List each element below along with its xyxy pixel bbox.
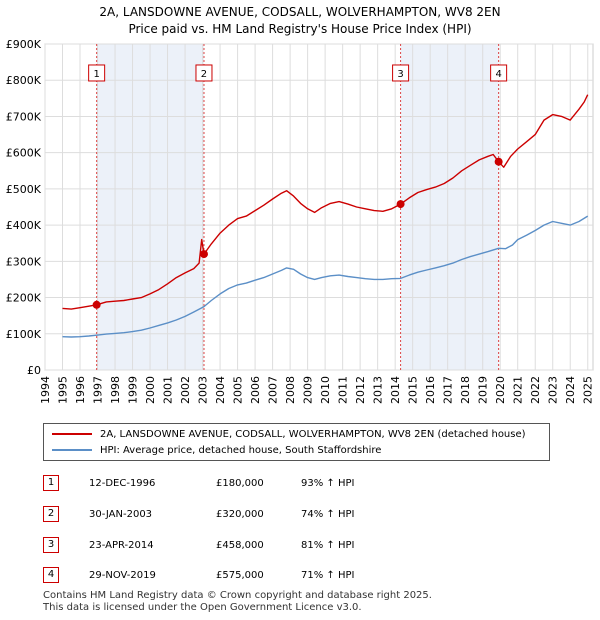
y-tick-label: £600K	[6, 147, 42, 160]
sale-hpi: 71% ↑ HPI	[301, 570, 355, 581]
sale-marker-label: 3	[43, 537, 59, 553]
x-tick-label: 2024	[564, 376, 577, 404]
sale-marker-label: 2	[43, 506, 59, 522]
x-tick-label: 2002	[179, 376, 192, 404]
sale-point	[199, 250, 208, 259]
x-tick-label: 2005	[232, 376, 245, 404]
legend-label-property: 2A, LANSDOWNE AVENUE, CODSALL, WOLVERHAM…	[100, 429, 526, 440]
x-tick-label: 1999	[127, 376, 140, 404]
ownership-band	[400, 44, 499, 370]
x-tick-label: 2006	[249, 376, 262, 404]
x-tick-label: 2021	[512, 376, 525, 404]
sale-point	[494, 157, 503, 166]
x-tick-label: 2012	[354, 376, 367, 404]
sale-label-box	[88, 64, 106, 82]
footer-line-1: Contains HM Land Registry data © Crown c…	[43, 590, 432, 601]
y-tick-label: £0	[27, 364, 41, 377]
sale-point	[92, 300, 101, 309]
x-tick-label: 2013	[372, 376, 385, 404]
title-line-1: 2A, LANSDOWNE AVENUE, CODSALL, WOLVERHAM…	[99, 5, 501, 19]
x-tick-label: 2022	[529, 376, 542, 404]
x-tick-label: 2018	[459, 376, 472, 404]
sale-price: £458,000	[216, 540, 264, 551]
x-tick-label: 2020	[494, 376, 507, 404]
sale-label-number: 1	[93, 69, 99, 80]
sale-label-number: 2	[201, 69, 207, 80]
x-tick-label: 2001	[162, 376, 175, 404]
x-tick-label: 2011	[337, 376, 350, 404]
y-tick-label: £500K	[6, 183, 42, 196]
x-tick-label: 2025	[582, 376, 595, 404]
sale-point	[396, 200, 405, 209]
x-tick-label: 2016	[424, 376, 437, 404]
y-tick-label: £300K	[6, 255, 42, 268]
x-tick-label: 2010	[319, 376, 332, 404]
y-tick-label: £400K	[6, 219, 42, 232]
sale-hpi: 81% ↑ HPI	[301, 540, 355, 551]
y-tick-label: £200K	[6, 292, 42, 305]
x-tick-label: 2019	[477, 376, 490, 404]
sale-price: £180,000	[216, 478, 264, 489]
price-chart: £0 £100K £200K £300K £400K £500K £600K £700K £80…	[6, 38, 595, 404]
legend-swatch-red	[52, 433, 92, 435]
x-tick-label: 1995	[57, 376, 70, 404]
sale-label-number: 4	[495, 69, 501, 80]
x-tick-label: 1997	[92, 376, 105, 404]
sale-price: £320,000	[216, 509, 264, 520]
x-tick-label: 2000	[144, 376, 157, 404]
x-tick-label: 2017	[442, 376, 455, 404]
sale-date: 29-NOV-2019	[89, 570, 156, 581]
x-tick-label: 2004	[214, 376, 227, 404]
footer-line-2: This data is licensed under the Open Gov…	[43, 602, 362, 613]
legend-label-hpi: HPI: Average price, detached house, Sout…	[100, 445, 382, 456]
chart-title: 2A, LANSDOWNE AVENUE, CODSALL, WOLVERHAM…	[0, 4, 600, 38]
y-tick-label: £800K	[6, 74, 42, 87]
x-tick-label: 2014	[389, 376, 402, 404]
x-tick-label: 2003	[197, 376, 210, 404]
legend-item-hpi: HPI: Average price, detached house, Sout…	[52, 443, 381, 459]
y-tick-label: £900K	[6, 38, 42, 51]
x-tick-label: 2008	[284, 376, 297, 404]
x-tick-label: 2007	[267, 376, 280, 404]
x-tick-label: 2023	[547, 376, 560, 404]
sale-marker-label: 4	[43, 567, 59, 583]
sale-date: 30-JAN-2003	[89, 509, 153, 520]
sale-hpi: 74% ↑ HPI	[301, 509, 355, 520]
footer: Contains HM Land Registry data © Crown c…	[43, 590, 432, 614]
x-tick-label: 1998	[109, 376, 122, 404]
sale-marker-label: 1	[43, 475, 59, 491]
sale-date: 23-APR-2014	[89, 540, 154, 551]
sale-label-number: 3	[397, 69, 403, 80]
title-line-2: Price paid vs. HM Land Registry's House …	[128, 22, 472, 36]
x-tick-label: 2015	[407, 376, 420, 404]
x-tick-label: 1996	[74, 376, 87, 404]
sale-label-box	[195, 64, 213, 82]
legend-item-property: 2A, LANSDOWNE AVENUE, CODSALL, WOLVERHAM…	[52, 427, 526, 443]
sale-label-box	[490, 64, 508, 82]
x-tick-label: 2009	[302, 376, 315, 404]
y-tick-label: £100K	[6, 328, 42, 341]
sale-price: £575,000	[216, 570, 264, 581]
legend: 2A, LANSDOWNE AVENUE, CODSALL, WOLVERHAM…	[43, 423, 550, 461]
legend-swatch-blue	[52, 449, 92, 451]
sale-label-box	[392, 64, 410, 82]
sale-hpi: 93% ↑ HPI	[301, 478, 355, 489]
x-tick-label: 1994	[39, 376, 52, 404]
y-tick-label: £700K	[6, 110, 42, 123]
series-line-hpi	[62, 215, 589, 338]
sale-date: 12-DEC-1996	[89, 478, 156, 489]
series-line-property	[62, 94, 589, 310]
